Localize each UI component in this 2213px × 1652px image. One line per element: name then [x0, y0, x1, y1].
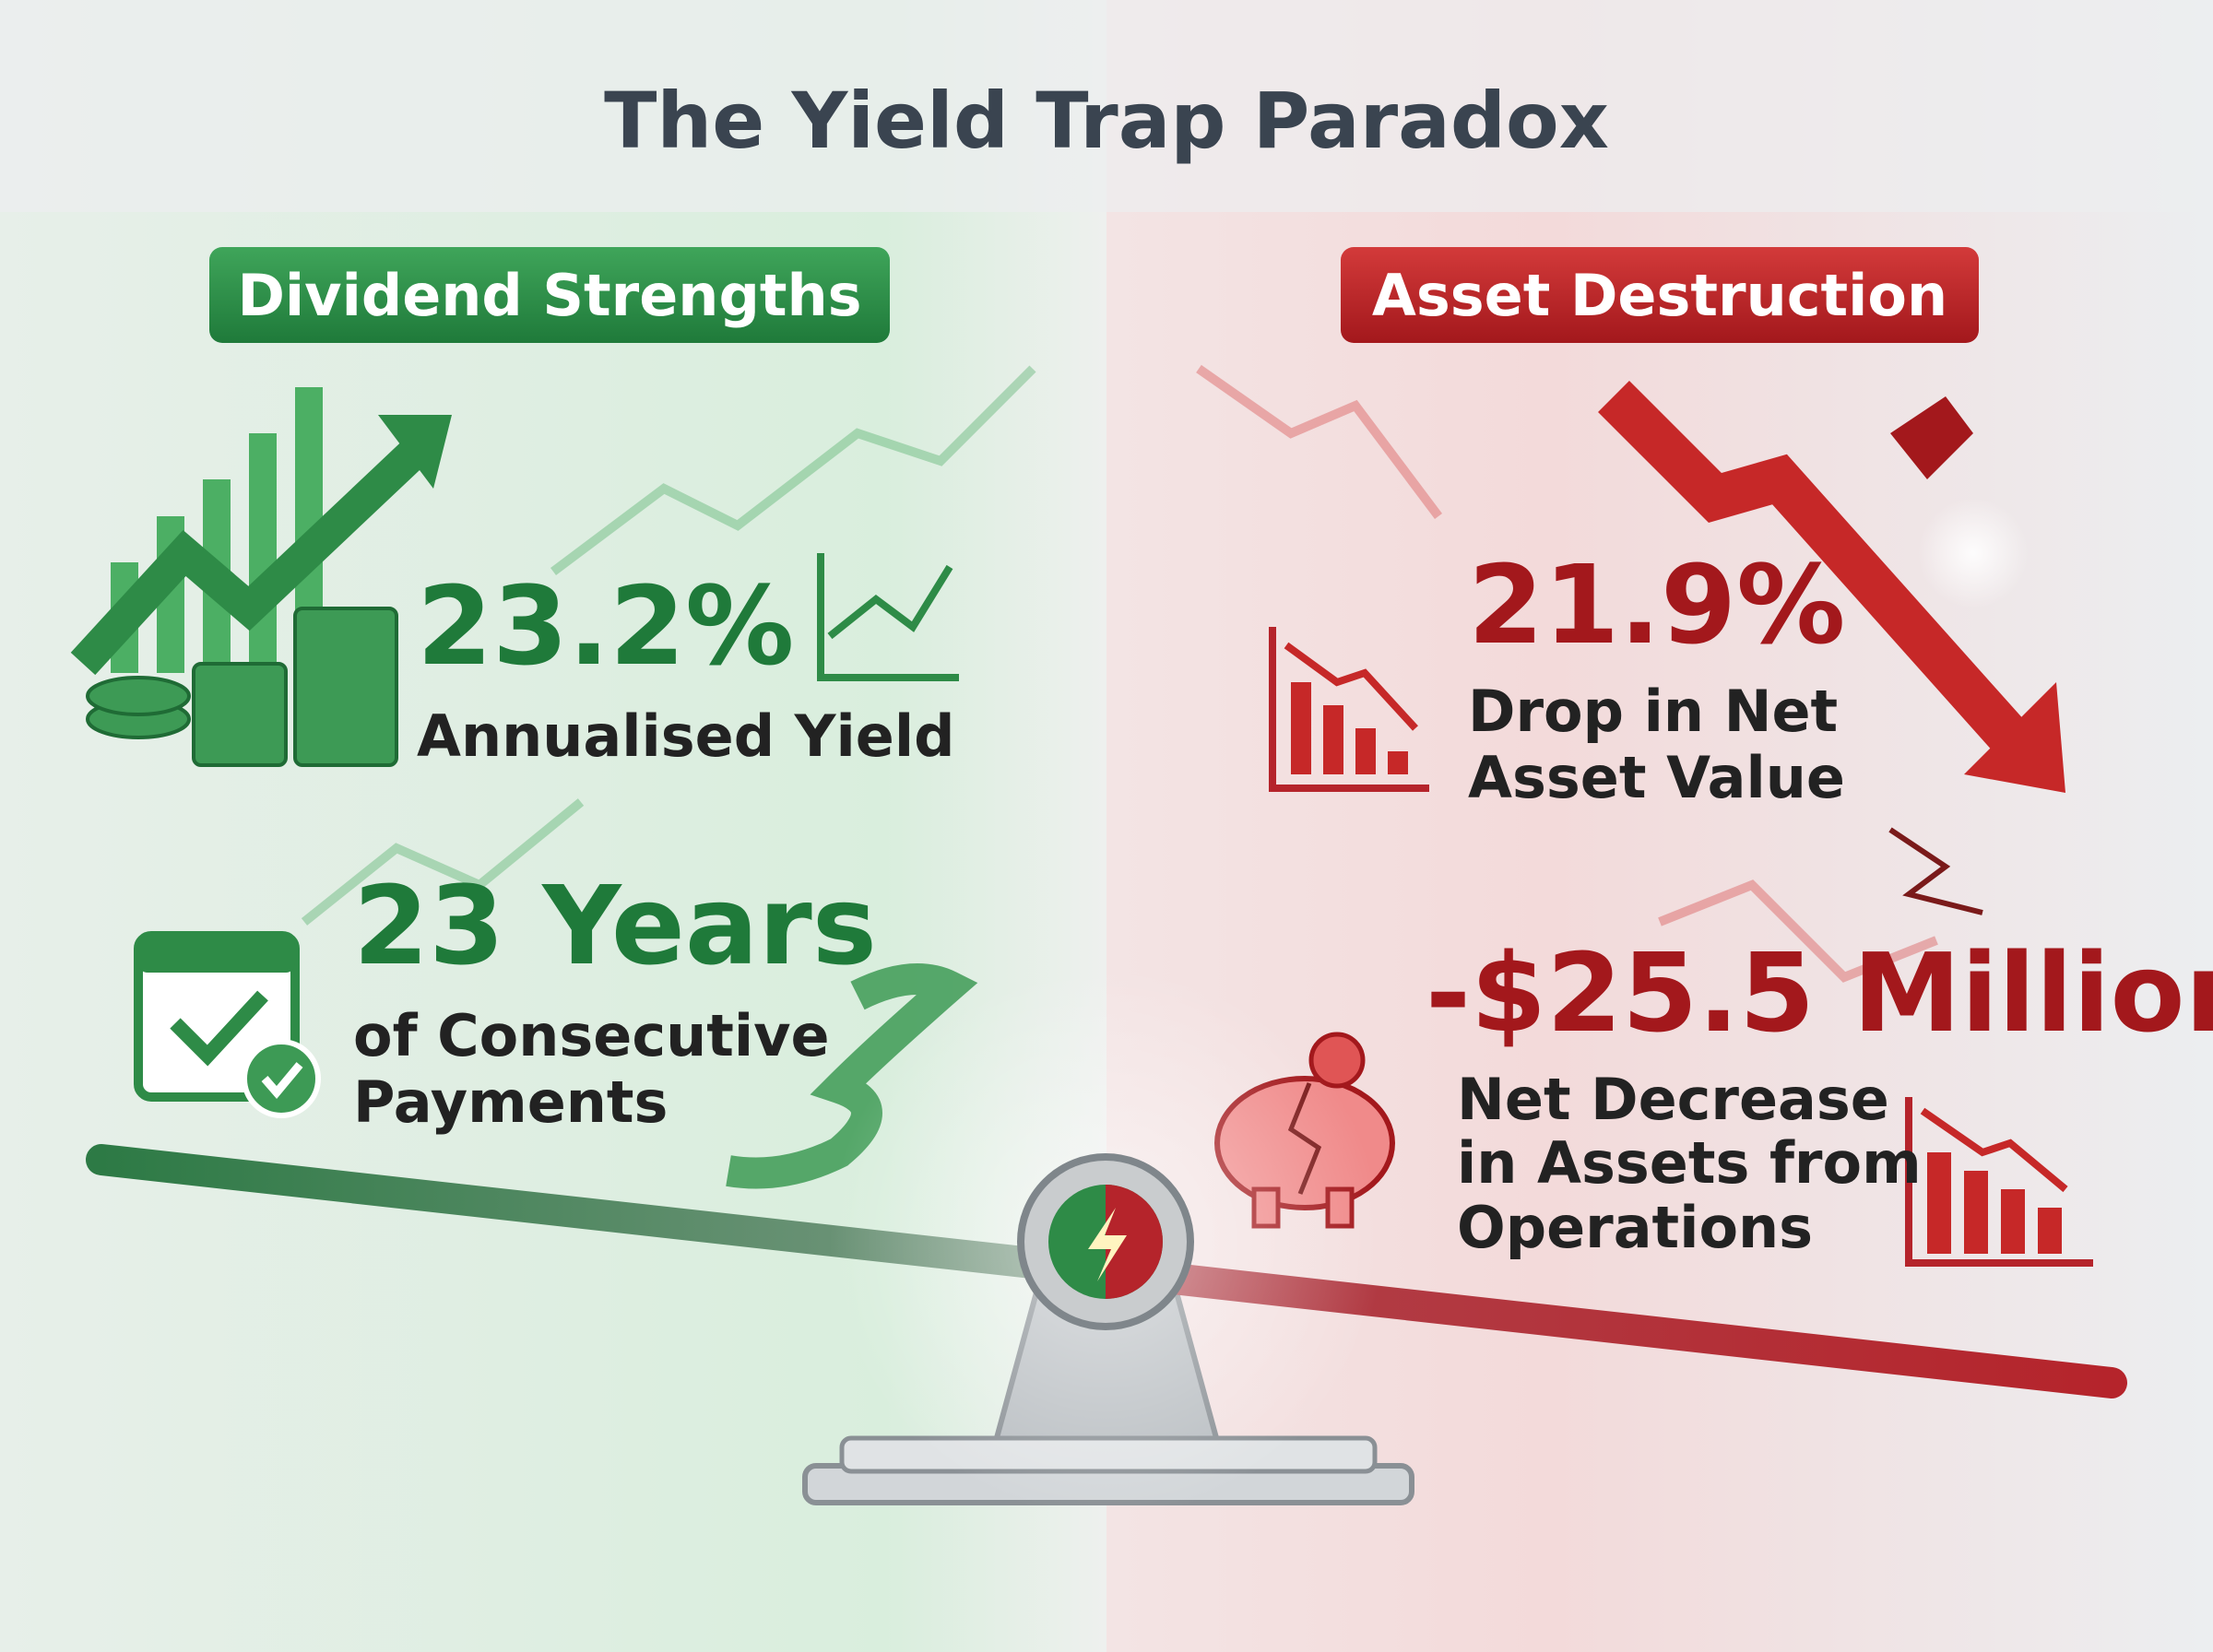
stat-label: Net Decrease: [1457, 1066, 1889, 1133]
calendar-icon: [134, 931, 321, 1118]
stat-value: 21.9%: [1468, 541, 1845, 668]
title: The Yield Trap Paradox: [604, 76, 1609, 166]
stat-label: of Consecutive: [353, 1002, 830, 1069]
seesaw: [86, 965, 2127, 1518]
stat-label: in Assets from: [1457, 1129, 1922, 1197]
stat-label: Annualised Yield: [417, 702, 955, 770]
growth-icon: [70, 387, 452, 767]
ribbon: [726, 963, 978, 1189]
right-heading: Asset Destruction: [1372, 262, 1947, 329]
down-chart-icon: [1905, 1097, 2093, 1267]
stat-label: Operations: [1457, 1194, 1813, 1261]
falling-arrow-icon: [1598, 381, 2065, 915]
stat-value: 23 Years: [353, 862, 877, 989]
left-badge: [209, 247, 890, 343]
stat-label: Drop in Net: [1468, 678, 1838, 745]
left-heading: Dividend Strengths: [237, 262, 861, 329]
stat-label: Payments: [353, 1068, 668, 1136]
background-trends: [301, 364, 1938, 983]
stat-value: -$25.5 Million: [1426, 929, 2213, 1056]
top-fade: [0, 0, 2213, 212]
mini-chart-icon: [817, 553, 959, 681]
down-chart-icon: [1269, 627, 1429, 792]
right-badge: [1341, 247, 1979, 343]
stat-label: Asset Value: [1468, 744, 1845, 811]
stat-value: 23.2%: [417, 562, 794, 690]
